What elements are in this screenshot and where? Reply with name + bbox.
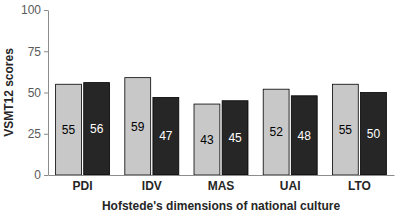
bars: [56, 78, 387, 175]
bar: [153, 97, 179, 175]
bar: [263, 89, 289, 175]
bar: [361, 93, 387, 176]
x-tick: UAI: [280, 175, 301, 193]
data-label: 43: [200, 133, 214, 147]
x-tick-label: MAS: [208, 179, 235, 193]
bar: [125, 78, 151, 175]
data-label: 55: [62, 123, 76, 137]
x-axis: PDI IDV MAS UAI LTO: [49, 175, 395, 193]
y-tick: 0: [34, 168, 48, 182]
bar: [56, 84, 82, 175]
x-tick: MAS: [208, 175, 235, 193]
bar: [194, 104, 220, 175]
y-tick: 75: [28, 45, 48, 59]
y-tick-label: 75: [28, 45, 42, 59]
bar: [291, 96, 317, 175]
data-label: 47: [159, 129, 173, 143]
y-axis: 0 25 50 75 100: [21, 3, 49, 182]
chart: 0 25 50 75 100 PDI IDV MAS UAI LTO 55 59 43 52 55 56 47 4…: [0, 0, 400, 218]
data-label: 50: [367, 127, 381, 141]
bar: [222, 101, 248, 175]
x-tick-label: PDI: [73, 179, 93, 193]
y-tick: 25: [28, 127, 48, 141]
x-tick: IDV: [142, 175, 162, 193]
y-tick-label: 50: [28, 86, 42, 100]
y-tick-mark: [44, 175, 48, 176]
plot: 0 25 50 75 100 PDI IDV MAS UAI LTO 55 59 43 52 55 56 47 4…: [21, 3, 395, 192]
y-axis-title: VSMT12 scores: [2, 48, 16, 137]
bar: [84, 83, 110, 175]
x-tick-label: IDV: [142, 179, 162, 193]
data-label: 52: [269, 125, 283, 139]
x-axis-line: [49, 175, 395, 176]
x-tick: LTO: [348, 175, 371, 193]
data-labels: 55 59 43 52 55 56 47 45 48 50: [62, 120, 381, 147]
y-tick-label: 100: [21, 3, 41, 17]
y-axis-line: [48, 11, 49, 176]
data-label: 56: [90, 122, 104, 136]
data-label: 55: [339, 123, 353, 137]
x-tick: PDI: [73, 175, 93, 193]
x-axis-title: Hofstede's dimensions of national cultur…: [102, 199, 341, 213]
data-label: 45: [228, 131, 242, 145]
y-tick-mark: [44, 134, 48, 135]
y-tick-mark: [44, 10, 48, 11]
y-tick-label: 0: [34, 168, 41, 182]
x-tick-label: LTO: [348, 179, 371, 193]
data-label: 48: [298, 129, 312, 143]
y-tick-label: 25: [28, 127, 42, 141]
x-tick-label: UAI: [280, 179, 301, 193]
y-tick: 50: [28, 86, 48, 100]
y-tick: 100: [21, 3, 48, 17]
y-tick-mark: [44, 93, 48, 94]
y-tick-mark: [44, 51, 48, 52]
bar: [332, 84, 358, 175]
data-label: 59: [131, 120, 145, 134]
